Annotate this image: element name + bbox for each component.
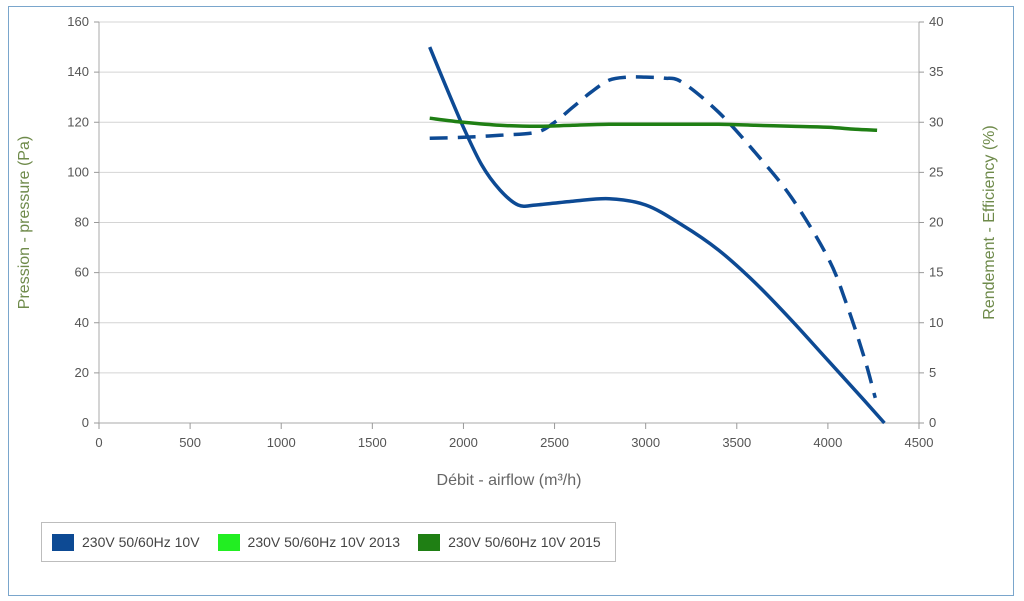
series-group [428, 46, 886, 425]
x-tick-label: 4500 [905, 435, 934, 450]
y-right-tick-label: 20 [929, 215, 943, 230]
y-right-tick-label: 35 [929, 64, 943, 79]
legend-label-series-2013: 230V 50/60Hz 10V 2013 [247, 534, 401, 550]
y-left-tick-label: 100 [67, 164, 89, 179]
chart-frame: 0 500 1000 1500 2000 2500 3000 3500 4000 4500 0 20… [8, 6, 1014, 596]
y-left-tick-label: 60 [75, 265, 89, 280]
legend-item-series-2015[interactable]: 230V 50/60Hz 10V 2015 [418, 533, 601, 551]
y-left-tick-label: 0 [82, 415, 89, 430]
legend: 230V 50/60Hz 10V 230V 50/60Hz 10V 2013 2… [41, 522, 616, 562]
series-pressure-10v-line [428, 46, 886, 425]
x-tick-label: 4000 [813, 435, 842, 450]
y-right-tick-label: 0 [929, 415, 936, 430]
y-left-axis-ticks: 0 20 40 60 80 100 120 140 160 [67, 14, 99, 430]
x-tick-label: 1500 [358, 435, 387, 450]
y-right-axis-title: Rendement - Efficiency (%) [981, 125, 998, 319]
y-left-tick-label: 20 [75, 365, 89, 380]
legend-label-series-2015: 230V 50/60Hz 10V 2015 [448, 534, 601, 550]
legend-swatch-series-2015 [418, 533, 441, 551]
legend-swatch-series-1 [52, 533, 74, 551]
y-right-tick-label: 40 [929, 14, 943, 29]
x-tick-label: 0 [95, 435, 102, 450]
x-tick-label: 3000 [631, 435, 660, 450]
chart-plot: 0 500 1000 1500 2000 2500 3000 3500 4000 4500 020… [16, 14, 998, 489]
legend-item-series-2013[interactable]: 230V 50/60Hz 10V 2013 [217, 533, 401, 551]
grid [99, 21, 919, 374]
y-right-tick-label: 10 [929, 315, 943, 330]
x-axis-title: Débit - airflow (m³/h) [437, 472, 582, 489]
x-tick-label: 1000 [267, 435, 296, 450]
legend-item-series-1[interactable]: 230V 50/60Hz 10V [52, 533, 200, 551]
x-tick-label: 2500 [540, 435, 569, 450]
y-left-tick-label: 40 [75, 315, 89, 330]
x-tick-label: 2000 [449, 435, 478, 450]
y-right-axis-ticks: 0 5 10 15 20 25 30 35 40 [919, 14, 943, 430]
legend-swatch-series-2013 [217, 533, 240, 551]
legend-label-series-1: 230V 50/60Hz 10V [82, 534, 200, 550]
y-left-tick-label: 160 [67, 14, 89, 29]
x-axis-ticks: 0 500 1000 1500 2000 2500 3000 3500 4000 4500 [95, 423, 933, 450]
y-left-tick-label: 120 [67, 114, 89, 129]
x-tick-label: 3500 [722, 435, 751, 450]
series-efficiency-2015-line [429, 116, 878, 133]
series-efficiency-10v-dashed-line [429, 75, 877, 399]
y-right-tick-label: 30 [929, 114, 943, 129]
y-left-axis-title: Pression - pressure (Pa) [16, 136, 33, 309]
y-right-tick-label: 15 [929, 265, 943, 280]
y-left-tick-label: 80 [75, 215, 89, 230]
y-right-tick-label: 5 [929, 365, 936, 380]
x-tick-label: 500 [179, 435, 201, 450]
y-right-tick-label: 25 [929, 164, 943, 179]
y-left-tick-label: 140 [67, 64, 89, 79]
